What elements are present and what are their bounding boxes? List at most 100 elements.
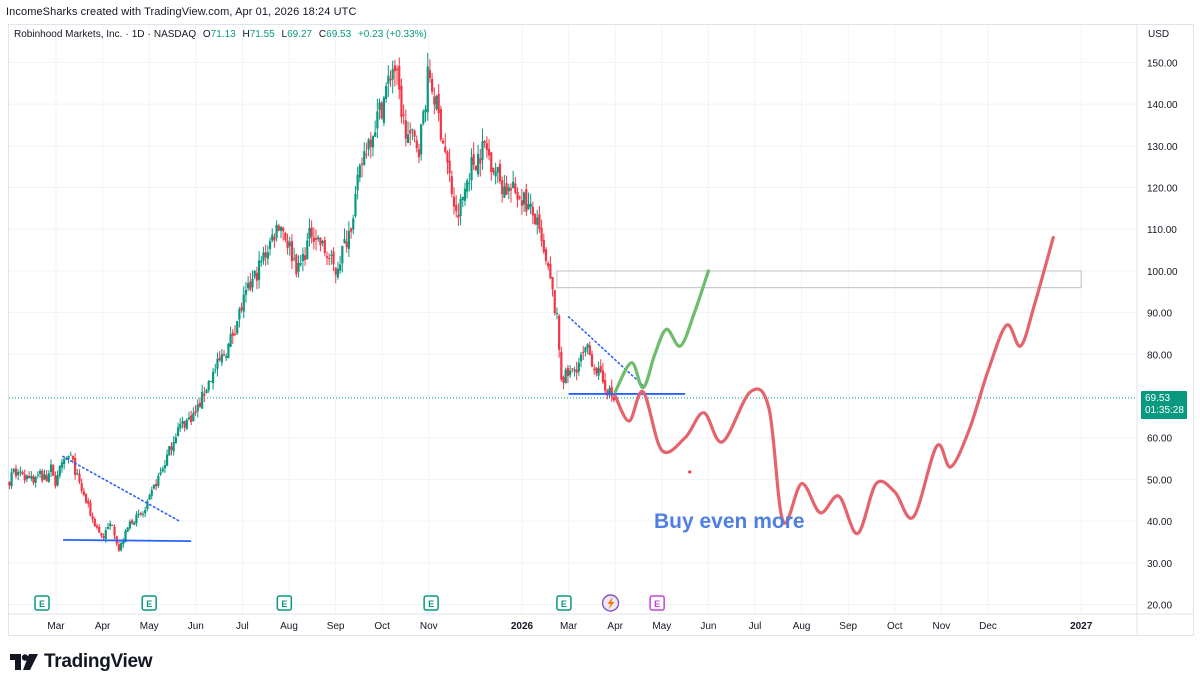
candle-body: [380, 102, 383, 119]
candle-body: [426, 66, 429, 113]
candle-body: [141, 513, 145, 515]
candle-body: [413, 130, 416, 137]
candle-body: [216, 358, 219, 369]
candle-body: [214, 369, 217, 371]
candle-body: [179, 424, 182, 429]
candle-body: [32, 476, 35, 483]
chart-annotation[interactable]: Buy even more: [654, 510, 805, 533]
candle-body: [288, 242, 291, 247]
candle-body: [229, 334, 232, 347]
earnings-icon-frame: [423, 595, 439, 611]
candle-body: [474, 166, 478, 171]
candle-body: [531, 206, 534, 216]
earnings-icon-letter: E: [561, 599, 567, 609]
candle-body: [148, 495, 151, 500]
currency-label[interactable]: USD: [1148, 29, 1170, 40]
candle-body: [341, 245, 344, 264]
x-tick-label: Jun: [700, 621, 716, 632]
candle-body: [527, 203, 530, 210]
candle-body: [496, 167, 499, 173]
candle-body: [203, 393, 206, 396]
candle-body: [518, 196, 521, 199]
candle-body: [599, 365, 602, 372]
candle-body: [157, 475, 160, 486]
candle-body: [260, 260, 263, 263]
candle-body: [144, 509, 147, 514]
earnings-icon-frame: [556, 595, 572, 611]
candle-body: [172, 441, 175, 452]
legend-low-label: L: [281, 29, 288, 40]
candle-body: [575, 369, 578, 373]
candle-body: [422, 111, 425, 124]
candle-body: [505, 183, 508, 195]
target-zone-box: [556, 270, 1082, 289]
candle-body: [525, 189, 528, 212]
candle-body: [244, 289, 248, 295]
candle-body: [604, 380, 607, 391]
candle-body: [135, 514, 138, 524]
candle-body: [358, 165, 361, 178]
candle-body: [415, 140, 418, 149]
candle-body: [516, 192, 519, 200]
tradingview-brand[interactable]: TradingView: [10, 651, 153, 673]
legend-interval: 1D: [131, 29, 145, 40]
candle-body: [297, 262, 300, 272]
candle-body: [109, 523, 112, 527]
candle-body: [222, 354, 226, 356]
candle-body: [378, 102, 381, 110]
candle-body: [395, 68, 399, 71]
flash-icon-bolt: [607, 597, 615, 609]
candle-body: [452, 196, 456, 207]
candle-body: [391, 69, 394, 80]
candle-body: [176, 427, 180, 436]
candle-body: [211, 371, 215, 384]
candle-body: [529, 203, 532, 207]
symbol-legend[interactable]: Robinhood Markets, Inc. · 1D · NASDAQ O71.13…: [14, 29, 427, 40]
last-price-badge: 69.53 01:35:28: [1141, 391, 1187, 419]
candle-body: [509, 188, 513, 191]
legend-close: 69.53: [326, 29, 352, 40]
candle-body: [183, 420, 186, 428]
candle-body: [74, 457, 77, 475]
candle-body: [174, 437, 177, 444]
x-tick-label: Apr: [95, 621, 111, 632]
candle-body: [102, 535, 105, 538]
candle-body: [255, 272, 258, 281]
candle-body: [387, 75, 390, 84]
candle-body: [312, 237, 315, 242]
candle-body: [441, 140, 445, 144]
legend-low: 69.27: [287, 29, 313, 40]
candle-body: [225, 356, 228, 358]
candle-body: [498, 163, 502, 182]
candle-body: [93, 519, 96, 527]
candle-body: [606, 390, 609, 396]
x-tick-label: Aug: [793, 621, 811, 632]
candle-body: [582, 352, 585, 354]
event-icon-letter: E: [654, 599, 660, 609]
candle-body: [63, 459, 66, 465]
candle-body: [459, 198, 462, 216]
candle-body: [558, 315, 561, 350]
candle-body: [124, 530, 127, 543]
x-tick-label: 2026: [511, 621, 534, 632]
candle-body: [14, 468, 18, 477]
x-tick-label: May: [140, 621, 159, 632]
candle-body: [588, 345, 591, 356]
legend-high: 71.55: [249, 29, 275, 40]
earnings-icon: E: [556, 595, 572, 611]
candle-body: [590, 354, 594, 367]
earnings-icon: E: [423, 595, 439, 611]
y-tick-label: 120.00: [1147, 184, 1178, 195]
x-tick-label: Oct: [374, 621, 390, 632]
y-tick-label: 20.00: [1147, 601, 1172, 612]
candle-body: [608, 388, 611, 395]
candle-body: [345, 241, 348, 248]
candle-body: [374, 132, 377, 137]
candle-body: [461, 196, 464, 201]
y-tick-label: 130.00: [1147, 142, 1178, 153]
legend-change: +0.23 (+0.33%): [357, 29, 427, 40]
candle-body: [332, 251, 335, 265]
candle-body: [52, 465, 55, 476]
candle-body: [479, 158, 482, 164]
